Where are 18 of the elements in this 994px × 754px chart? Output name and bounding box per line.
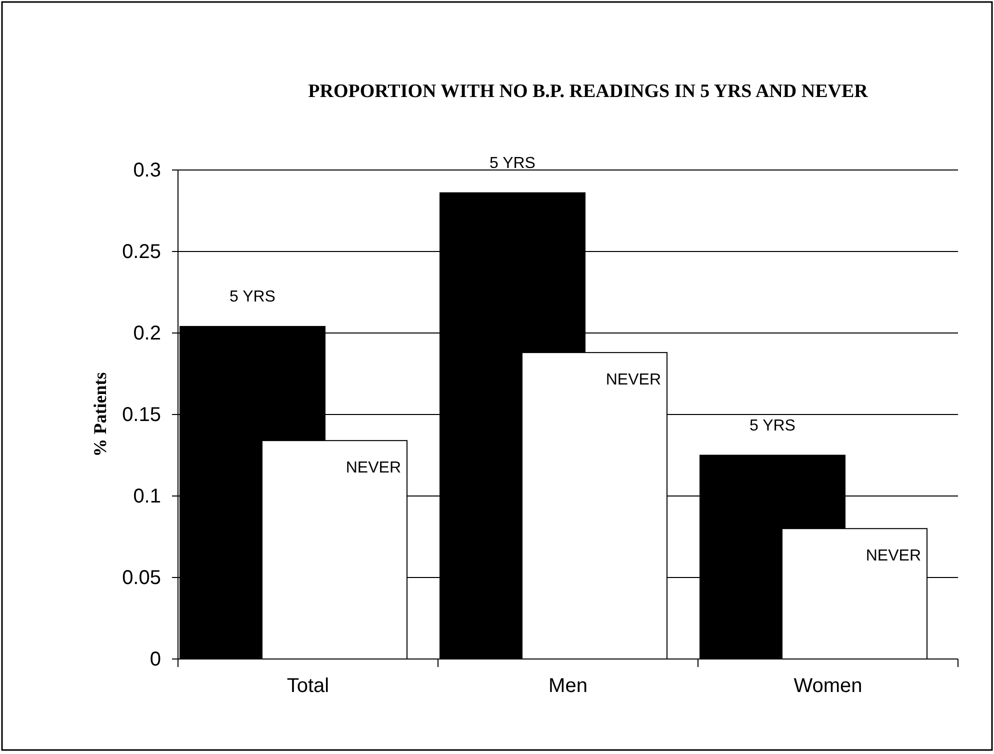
y-tick-label: 0.1 [133, 485, 161, 508]
y-tick-label: 0 [150, 648, 161, 670]
y-tick-label: 0.2 [133, 322, 161, 344]
x-tick-label: Men [548, 675, 588, 697]
text: NEVER [866, 548, 921, 565]
y-tick-label: 0.25 [122, 240, 161, 263]
y-tick-label: 0.15 [122, 404, 161, 426]
text: 5 YRS [490, 154, 536, 172]
y-tick-label: 0.3 [133, 159, 161, 182]
y-tick-label: 0.05 [122, 566, 161, 589]
series-label: NEVER [346, 460, 401, 477]
text: 5 YRS [750, 417, 796, 434]
x-tick-label: Women [794, 675, 862, 697]
series-label: 5 YRS [230, 288, 276, 306]
y-axis-title: % Patients [90, 372, 110, 457]
x-tick-label: Total [286, 675, 330, 697]
chart-title: PROPORTION WITH NO B.P. READINGS IN 5 YRS AND NEVER [308, 81, 868, 102]
text: NEVER [606, 372, 661, 389]
